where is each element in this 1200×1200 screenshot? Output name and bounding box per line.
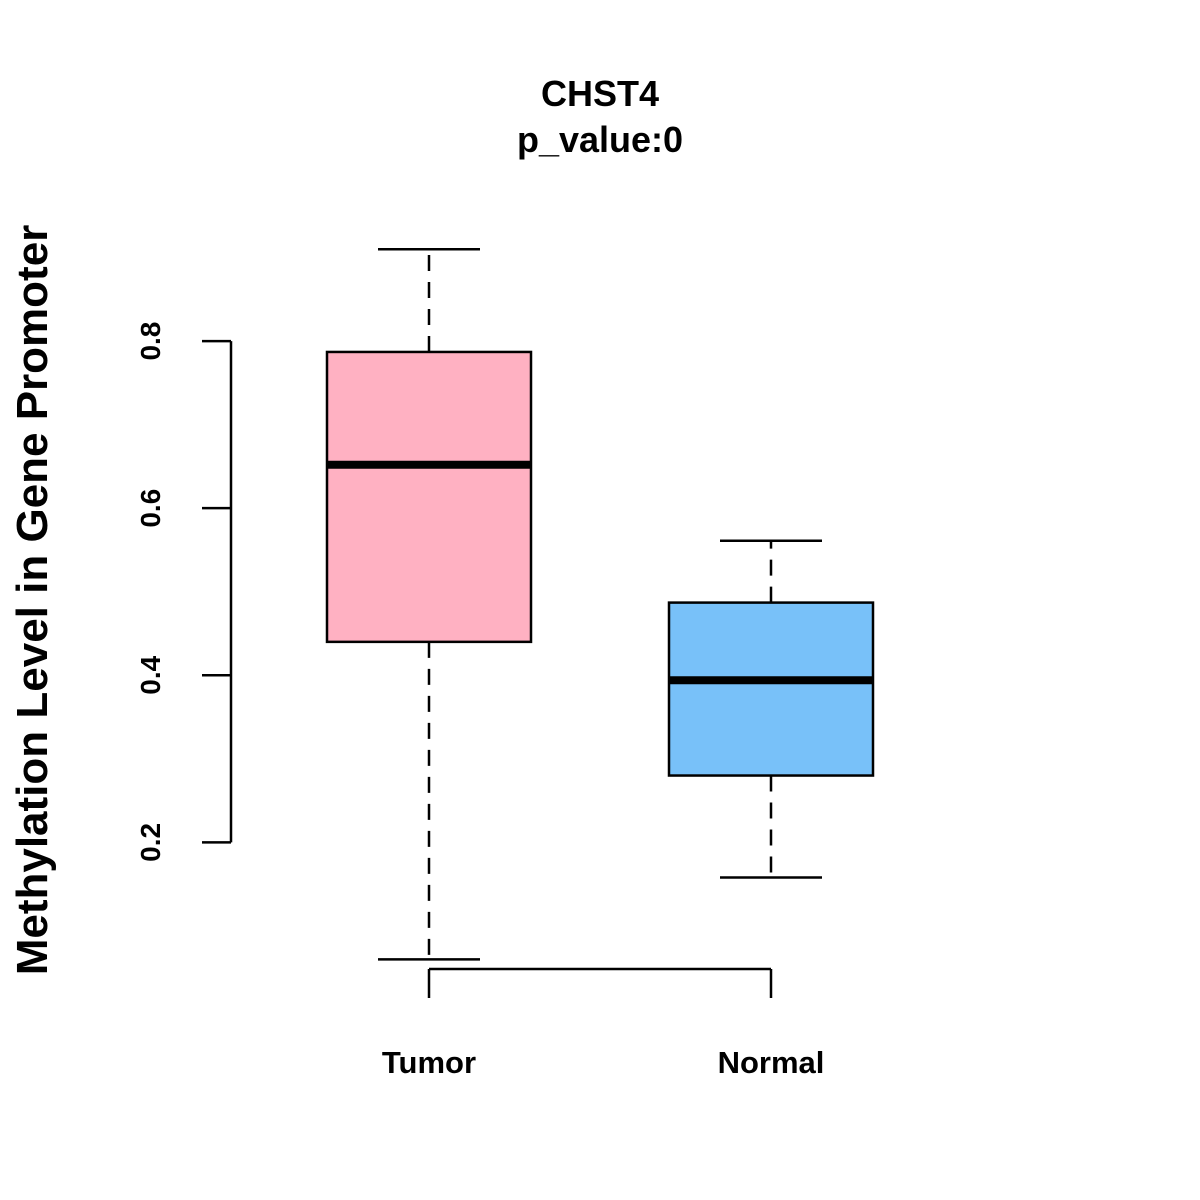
x-tick-label: Tumor [382, 1045, 476, 1080]
x-axis: Tumor Normal [382, 967, 825, 1080]
box-normal [667, 539, 875, 879]
boxes [325, 247, 875, 961]
box-iqr [325, 350, 533, 644]
y-axis: 0.2 0.4 0.6 0.8 [135, 322, 233, 862]
y-tick-label: 0.2 [135, 823, 166, 862]
y-tick-label: 0.8 [135, 322, 166, 361]
y-axis-label: Methylation Level in Gene Promoter [8, 225, 57, 976]
y-tick-label: 0.4 [135, 655, 166, 694]
x-tick-label: Normal [718, 1045, 825, 1080]
box-iqr [667, 601, 875, 777]
chart-title: CHST4 [541, 73, 659, 114]
y-tick-label: 0.6 [135, 489, 166, 528]
box-tumor [325, 247, 533, 961]
chart-subtitle: p_value:0 [517, 119, 683, 160]
